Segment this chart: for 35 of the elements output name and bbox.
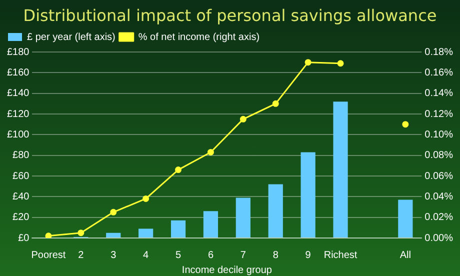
x-tick-label: Poorest — [31, 250, 66, 261]
x-tick-label: 2 — [78, 250, 84, 261]
x-axis-title: Income decile group — [182, 264, 272, 276]
x-tick-label: All — [400, 250, 411, 261]
y-tick-label: £180 — [6, 46, 30, 58]
y2-tick-label: 0.16% — [424, 67, 454, 78]
legend-label: £ per year (left axis) — [27, 32, 116, 43]
y-tick-label: £40 — [12, 191, 30, 202]
y-tick-label: £140 — [6, 88, 30, 100]
y2-tick-label: 0.02% — [424, 212, 454, 224]
y-tick-label: £0 — [18, 232, 30, 244]
y2-tick-label: 0.08% — [424, 150, 454, 162]
y2-tick-label: 0.06% — [424, 170, 454, 182]
y-tick-label: £60 — [12, 170, 30, 182]
y2-tick-label: 0.04% — [424, 191, 454, 202]
y-tick-label: £20 — [12, 212, 30, 224]
legend-label: % of net income (right axis) — [138, 32, 260, 43]
y2-tick-label: 0.14% — [424, 88, 454, 100]
y-tick-label: £80 — [12, 150, 30, 162]
y2-tick-label: 0.18% — [424, 46, 454, 58]
y-tick-label: £120 — [6, 108, 30, 120]
y2-tick-label: 0.00% — [424, 232, 454, 244]
x-tick-label: 5 — [175, 250, 182, 261]
y-tick-label: £160 — [6, 67, 30, 78]
x-tick-label: 3 — [110, 250, 117, 261]
x-tick-label: 7 — [240, 250, 246, 261]
x-tick-label: 4 — [143, 250, 150, 261]
y2-tick-label: 0.10% — [424, 129, 454, 140]
chart-title: Distributional impact of personal savings allowance — [22, 5, 438, 27]
x-tick-label: 6 — [208, 250, 214, 261]
y2-tick-label: 0.12% — [424, 108, 454, 120]
y-tick-label: £100 — [6, 129, 30, 140]
x-tick-label: Richest — [324, 250, 358, 261]
x-tick-label: 9 — [305, 250, 312, 261]
x-tick-label: 8 — [272, 250, 279, 261]
